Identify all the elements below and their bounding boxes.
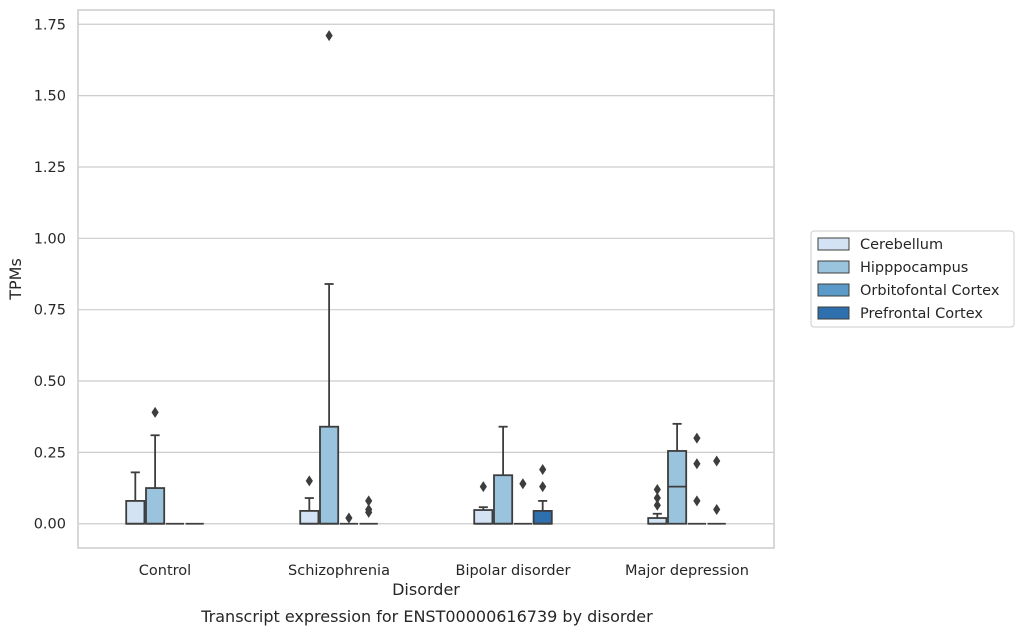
y-tick-label: 0.25 (34, 445, 66, 461)
box-hipppocampus (493, 425, 514, 525)
legend-label: Orbitofontal Cortex (860, 283, 1000, 299)
box-body (493, 474, 514, 525)
outlier-point (653, 492, 661, 504)
legend-swatch (817, 260, 850, 274)
y-tick-label: 0.00 (34, 517, 66, 533)
x-tick-label: Bipolar disorder (456, 563, 571, 579)
grid-layer (78, 23, 774, 525)
outlier-point (693, 458, 701, 470)
box-cerebellum (125, 471, 146, 525)
box-body (145, 487, 166, 525)
x-tick-labels: Control Schizophrenia Bipolar disorder Majo… (139, 563, 749, 579)
box-body (532, 509, 553, 525)
box-cerebellum (473, 481, 494, 525)
legend-swatch (817, 237, 850, 251)
outlier-point (519, 478, 527, 490)
box-hipppocampus (145, 406, 166, 525)
y-tick-label: 1.75 (34, 17, 66, 33)
outlier-point (539, 481, 547, 493)
box-hipppocampus (319, 30, 340, 525)
box-cerebellum (299, 475, 320, 525)
box-prefrontal-cortex (707, 455, 726, 525)
outlier-point (365, 503, 373, 515)
y-tick-label: 1.50 (34, 89, 66, 105)
legend-label: Prefrontal Cortex (860, 306, 983, 322)
outlier-point (713, 455, 721, 467)
x-tick-label: Schizophrenia (288, 563, 390, 579)
outlier-point (151, 406, 159, 418)
outlier-point (345, 512, 353, 524)
outlier-point (653, 483, 661, 495)
y-tick-label: 0.50 (34, 374, 66, 390)
y-axis-title: TPMs (6, 258, 25, 301)
outlier-point (365, 495, 373, 507)
outlier-point (653, 499, 661, 511)
box-prefrontal-cortex (532, 464, 553, 525)
y-tick-label: 1.00 (34, 231, 66, 247)
box-prefrontal-cortex (359, 495, 378, 525)
box-body (299, 509, 320, 525)
y-tick-label: 1.25 (34, 160, 66, 176)
outlier-point (693, 432, 701, 444)
legend-label: Hipppocampus (860, 260, 968, 276)
x-axis-title: Disorder (392, 580, 460, 599)
x-tick-label: Major depression (625, 563, 749, 579)
box-orbitofontal-cortex (687, 432, 707, 525)
plot-layer (125, 30, 726, 525)
box-body (319, 425, 340, 525)
legend-frame (810, 230, 1015, 328)
box-hipppocampus (667, 422, 688, 525)
box-orbitofontal-cortex (513, 478, 533, 525)
y-tick-label: 0.75 (34, 303, 66, 319)
x-tick-label: Control (139, 563, 191, 579)
legend: Cerebellum Hipppocampus Orbitofontal Corte… (810, 230, 1015, 328)
box-body (125, 500, 146, 525)
legend-label: Cerebellum (860, 237, 943, 253)
y-tick-labels: 0.00 0.25 0.50 0.75 1.00 1.25 1.50 1.75 (34, 17, 66, 532)
outlier-point (713, 503, 721, 515)
outlier-point (325, 30, 333, 42)
outlier-point (539, 464, 547, 476)
box-body (473, 509, 494, 525)
outlier-point (479, 481, 487, 493)
outlier-point (693, 495, 701, 507)
legend-swatch (817, 283, 850, 297)
chart-title: Transcript expression for ENST0000061673… (200, 607, 653, 626)
box-cerebellum (647, 483, 668, 525)
box-orbitofontal-cortex (339, 512, 359, 525)
legend-swatch (817, 306, 850, 320)
plot-frame (77, 9, 775, 549)
outlier-point (305, 475, 313, 487)
